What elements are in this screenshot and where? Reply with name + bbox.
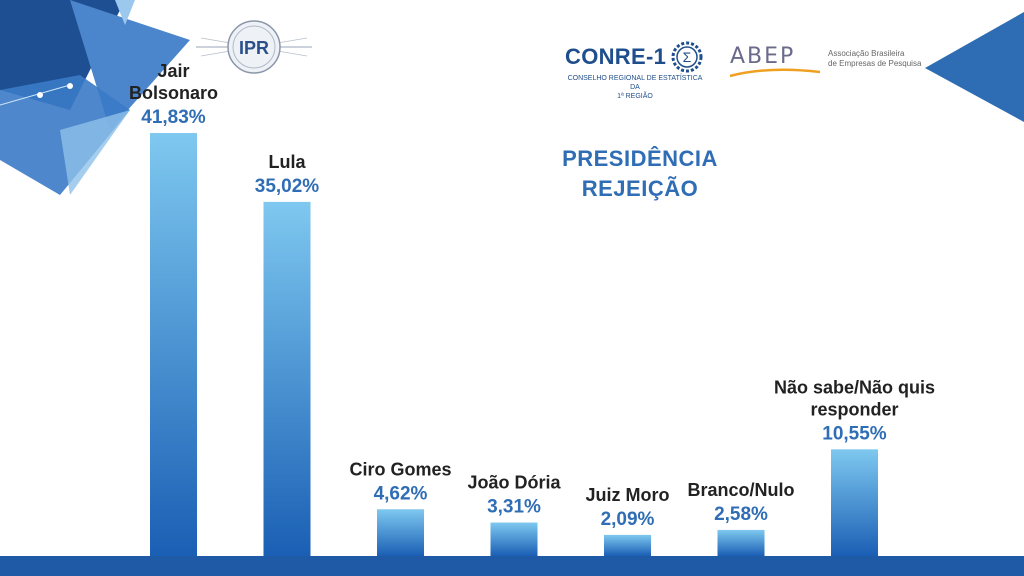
bar-3 [490, 522, 538, 556]
category-label-6-line-1: responder [810, 399, 898, 419]
category-label-4: Juiz Moro [586, 485, 670, 505]
bar-4 [604, 534, 651, 556]
top-right-triangle [925, 12, 1024, 122]
ipr-logo: IPR [196, 20, 312, 74]
abep-swoosh-icon [729, 68, 821, 78]
svg-text:Σ: Σ [683, 49, 692, 65]
abep-logo-name: ABEP [730, 44, 796, 69]
bar-value-label-6: 10,55% [822, 423, 887, 444]
conre-logo-name: CONRE-1 [565, 44, 667, 69]
abep-logo-subtitle: Associação Brasileira de Empresas de Pes… [828, 49, 948, 69]
chart-title-line-1: PRESIDÊNCIA [562, 146, 718, 171]
category-label-0-line-1: Bolsonaro [129, 83, 218, 103]
bar-value-label-2: 4,62% [374, 483, 428, 504]
category-label-1: Lula [268, 152, 306, 172]
top-left-triangle-pale [60, 110, 130, 195]
category-label-0-line-0: Jair [157, 61, 189, 81]
bar-value-label-0: 41,83% [141, 107, 206, 128]
conre-logo: CONRE-1 Σ CONSELHO REGIONAL DE ESTATÍSTI… [565, 40, 715, 101]
bar-1 [263, 201, 311, 557]
top-left-triangle-small [115, 0, 135, 25]
conre-logo-subtitle-2: 1ª REGIÃO [617, 93, 653, 100]
conre-logo-subtitle-1: CONSELHO REGIONAL DE ESTATÍSTICA DA [567, 75, 703, 91]
bar-value-label-3: 3,31% [487, 497, 541, 518]
abep-logo-subtitle-1: Associação Brasileira [828, 49, 905, 58]
category-label-3: João Dória [467, 473, 561, 493]
abep-logo: ABEP [729, 44, 821, 78]
bottom-bar [0, 556, 1024, 576]
bar-value-label-4: 2,09% [601, 509, 655, 530]
chart-title-line-2: REJEIÇÃO [581, 176, 699, 201]
sigma-gear-icon: Σ [671, 41, 703, 73]
category-label-5: Branco/Nulo [687, 480, 794, 500]
bar-2 [377, 509, 424, 556]
bar-5 [717, 529, 765, 556]
bar-0 [150, 133, 197, 556]
abep-logo-subtitle-2: de Empresas de Pesquisa [828, 59, 922, 68]
bar-value-label-1: 35,02% [255, 176, 320, 197]
category-label-2: Ciro Gomes [349, 459, 451, 479]
ipr-logo-text: IPR [239, 38, 269, 58]
bar-value-label-5: 2,58% [714, 504, 768, 525]
category-label-6-line-0: Não sabe/Não quis [774, 377, 935, 397]
bar-6 [831, 449, 878, 556]
